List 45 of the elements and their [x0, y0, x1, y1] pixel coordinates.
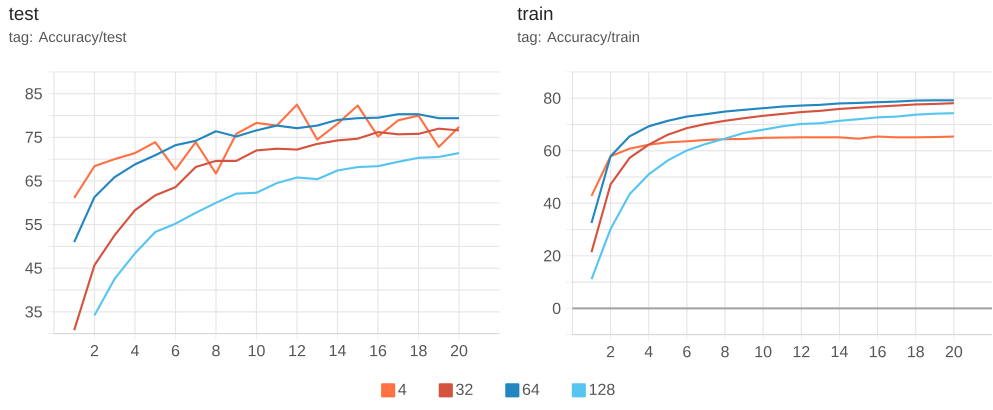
x-tick-label: 20 [946, 346, 962, 358]
legend-label: 32 [456, 384, 472, 396]
x-tick-label: 2 [606, 346, 614, 358]
y-tick-label: 65 [26, 176, 42, 187]
y-tick-label: 45 [25, 262, 42, 274]
y-tick-label: 35 [25, 306, 42, 318]
chart-subtitle: tag: Accuracy/train [517, 32, 639, 46]
y-tick-label: 75 [26, 132, 42, 144]
x-tick-label: 2 [90, 345, 98, 356]
line-series [73, 104, 460, 200]
y-tick-label: 55 [25, 219, 42, 230]
legend-label: 4 [398, 384, 406, 396]
x-tick-label: 10 [755, 346, 772, 358]
x-tick-label: 16 [370, 345, 386, 357]
chart-title: test [9, 8, 39, 20]
x-tick-label: 18 [410, 345, 427, 357]
x-tick-label: 10 [248, 345, 265, 357]
x-tick-label: 12 [794, 346, 810, 358]
x-tick-label: 6 [172, 345, 180, 357]
x-tick-label: 8 [212, 345, 220, 357]
x-tick-label: 6 [683, 346, 691, 358]
legend-label: 128 [590, 384, 615, 396]
x-tick-label: 14 [832, 346, 848, 358]
y-tick-label: 20 [544, 250, 560, 262]
x-tick-label: 4 [644, 346, 653, 358]
x-tick-label: 16 [870, 346, 886, 358]
y-tick-label: 0 [552, 302, 560, 314]
line-series [590, 112, 955, 280]
chart-subtitle: tag: Accuracy/test [8, 32, 126, 46]
line-series [73, 113, 460, 244]
line-series [73, 128, 460, 332]
x-tick-label: 4 [130, 345, 139, 356]
x-tick-label: 14 [330, 345, 346, 356]
y-tick-label: 60 [544, 145, 560, 157]
line-series [590, 102, 955, 254]
y-tick-label: 80 [544, 92, 560, 104]
line-series [93, 152, 460, 317]
chart-title: train [517, 6, 552, 20]
y-tick-label: 40 [544, 198, 560, 210]
y-tick-label: 85 [26, 88, 42, 100]
x-tick-label: 18 [908, 346, 924, 358]
x-tick-label: 12 [289, 345, 306, 356]
legend-label: 64 [522, 384, 540, 396]
x-tick-label: 20 [450, 345, 468, 357]
x-tick-label: 8 [721, 346, 729, 358]
